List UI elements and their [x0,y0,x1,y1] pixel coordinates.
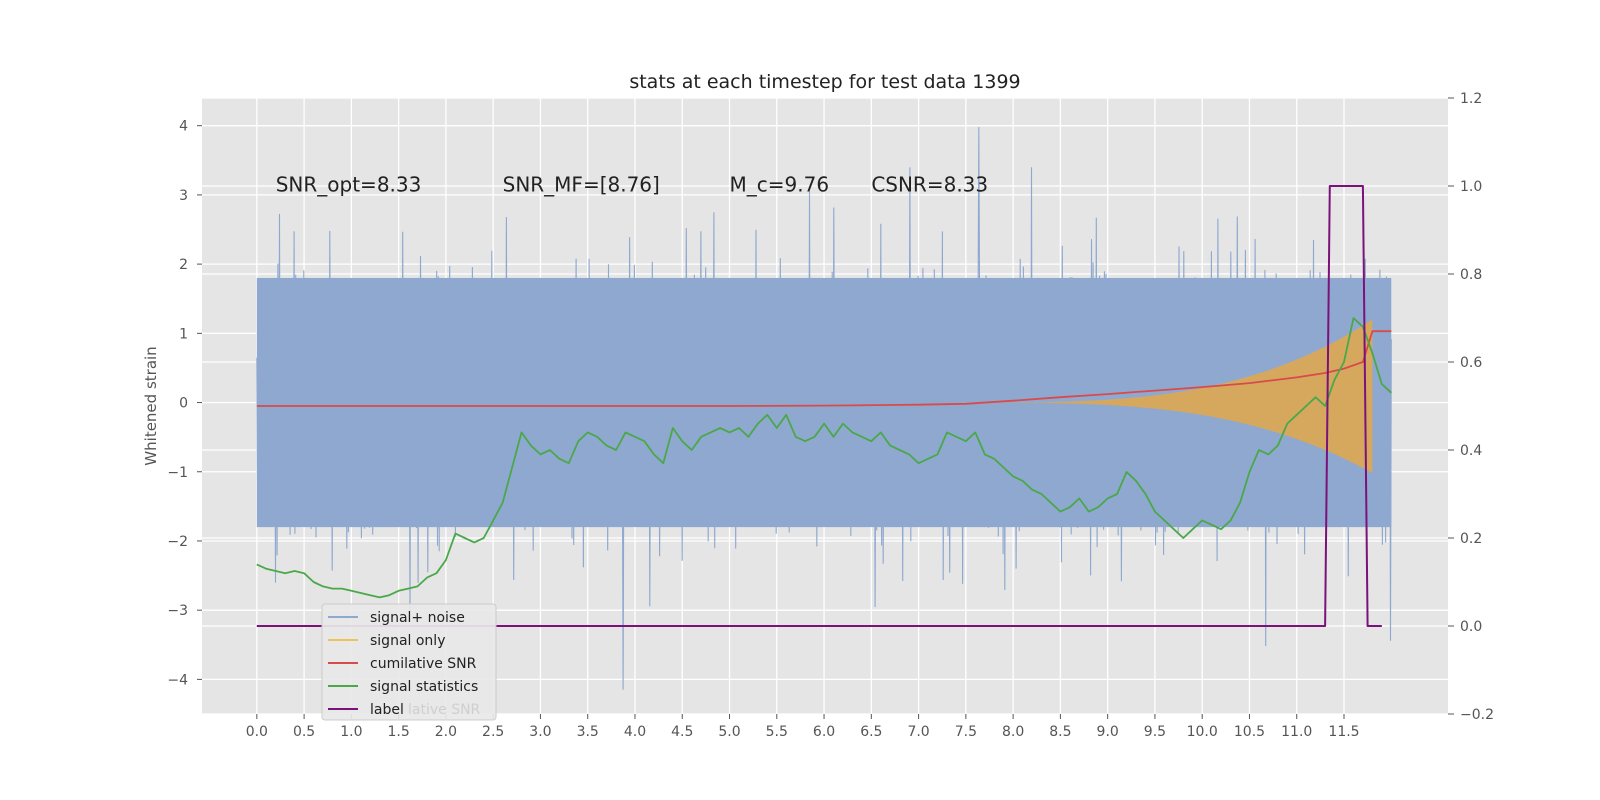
legend-label: label [370,702,404,718]
x-tick-label: 7.5 [955,724,977,740]
x-tick-label: 11.0 [1281,724,1312,740]
x-tick-label: 10.0 [1187,724,1218,740]
y2-tick-label: 0.6 [1460,355,1482,371]
y-tick-label: −4 [167,672,188,688]
legend-label: signal only [370,633,445,649]
x-tick-label: 10.5 [1234,724,1265,740]
chart-title: stats at each timestep for test data 139… [629,71,1020,93]
legend: signal+ noise signal only cumilative SNR si… [321,603,497,721]
signal-noise-line [256,127,1392,690]
x-tick-label: 8.5 [1049,724,1071,740]
x-tick-label: 4.0 [624,724,646,740]
x-tick-label: 4.5 [671,724,693,740]
x-tick-label: 9.5 [1144,724,1166,740]
y-tick-label: 4 [179,119,188,135]
x-tick-label: 6.0 [813,724,835,740]
x-tick-label: 1.0 [340,724,362,740]
series-layer [256,127,1392,690]
annotation-text: M_c=9.76 [730,173,830,197]
axis-layer: 0.0 0.5 1.0 1.5 2.0 2.5 3.0 3.5 4.0 4.5 5.0 5.5 6.0 6… [167,91,1494,740]
legend-label: signal statistics [370,679,478,695]
y-tick-label: −3 [167,603,188,619]
x-tick-label: 2.5 [482,724,504,740]
x-tick-label: 8.0 [1002,724,1024,740]
y2-tick-label: 1.2 [1460,91,1482,107]
y2-tick-label: 0.2 [1460,531,1482,547]
signal-statistics-line [256,317,1392,599]
legend-label: cumilative SNR [370,656,477,672]
y2-tick-label: −0.2 [1460,707,1494,723]
y-tick-label: 2 [179,257,188,273]
y-tick-label: 1 [179,326,188,342]
annotation-layer: SNR_opt=8.33 SNR_MF=[8.76] M_c=9.76 CSNR=8.… [276,173,988,197]
x-tick-label: 1.5 [388,724,410,740]
x-tick-label: 0.5 [293,724,315,740]
y2-tick-label: 0.8 [1460,267,1482,283]
y-tick-label: 3 [179,188,188,204]
legend-box [321,603,497,721]
x-tick-label: 3.0 [529,724,551,740]
y-axis-title: Whitened strain [142,346,160,465]
annotation-text: CSNR=8.33 [871,173,988,197]
x-tick-label: 3.5 [577,724,599,740]
x-tick-label: 6.5 [860,724,882,740]
y-tick-label: −2 [167,534,188,550]
annotation-text: SNR_MF=[8.76] [503,173,660,197]
y-tick-label: 0 [179,396,188,412]
x-tick-label: 7.0 [907,724,929,740]
y2-tick-label: 1.0 [1460,179,1482,195]
signal-only-chirp [965,319,1373,474]
legend-label: signal+ noise [370,610,465,626]
y2-tick-label: 0.0 [1460,619,1482,635]
x-tick-label: 5.5 [766,724,788,740]
x-tick-label: 9.0 [1097,724,1119,740]
legend-ghost-label: lative SNR [408,702,481,718]
annotation-text: SNR_opt=8.33 [276,173,422,197]
x-tick-label: 5.0 [718,724,740,740]
cumulative-snr-line [256,330,1392,407]
x-tick-label: 0.0 [246,724,268,740]
x-tick-label: 2.0 [435,724,457,740]
label-line [256,185,1382,627]
x-tick-label: 11.5 [1328,724,1359,740]
y-tick-label: −1 [167,465,188,481]
y2-tick-label: 0.4 [1460,443,1482,459]
